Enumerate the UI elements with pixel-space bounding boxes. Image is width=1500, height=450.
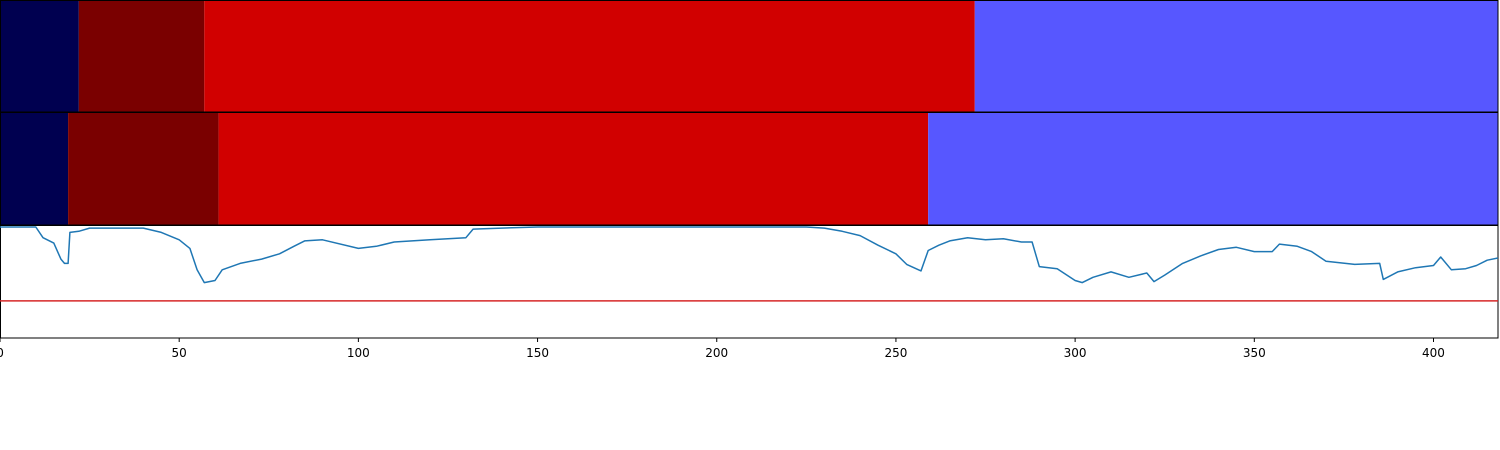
x-tick-label-100: 100 (347, 346, 370, 360)
bar-2-segment-1 (0, 113, 69, 225)
x-tick-label-50: 50 (172, 346, 187, 360)
x-tick-label-350: 350 (1243, 346, 1266, 360)
bar-2-segment-3 (218, 113, 929, 225)
x-tick-label-300: 300 (1064, 346, 1087, 360)
x-tick-label-150: 150 (526, 346, 549, 360)
bar-2-segment-2 (68, 113, 219, 225)
x-axis: 0 50 100 150 200 250 300 350 400 (0, 338, 1445, 360)
bar-1-segment-4 (974, 1, 1498, 112)
segment-bars (0, 0, 1499, 226)
line-panel-frame (0, 225, 1499, 339)
x-tick-label-200: 200 (705, 346, 728, 360)
bar-1-segment-2 (78, 1, 205, 112)
x-tick-label-250: 250 (884, 346, 907, 360)
x-tick-label-400: 400 (1422, 346, 1445, 360)
x-tick-label-0: 0 (0, 346, 4, 360)
line-panel (0, 225, 1499, 339)
bar-2-segment-4 (928, 113, 1498, 225)
bar-1-segment-3 (204, 1, 975, 112)
series-line (0, 226, 1498, 284)
bar-1-segment-1 (0, 1, 79, 112)
